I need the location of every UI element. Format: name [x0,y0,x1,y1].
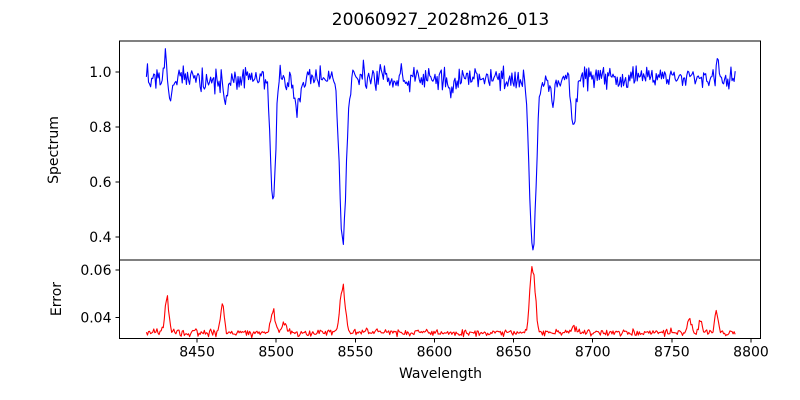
y-tick-label-error: 0.06 [80,263,111,279]
x-tick-label: 8600 [417,345,453,361]
error-line [145,266,736,339]
x-tick-label: 8450 [179,345,215,361]
spectrum-panel-series [145,48,736,251]
y-axis-label-spectrum: Spectrum [46,116,62,184]
x-tick-label: 8550 [338,345,374,361]
y-tick-label-spectrum: 0.8 [89,120,111,136]
x-tick-label: 8700 [575,345,611,361]
x-tick-label: 8800 [733,345,769,361]
y-tick-label-error: 0.04 [80,310,111,326]
error-panel-frame [119,259,761,339]
y-tick-label-spectrum: 0.6 [89,175,111,191]
y-axis-label-error: Error [49,281,65,317]
x-tick-label: 8750 [654,345,690,361]
y-tick-label-spectrum: 1.0 [89,65,111,81]
x-tick-label: 8650 [496,345,532,361]
chart-title: 20060927_2028m26_013 [331,10,550,30]
error-panel-series [145,266,736,339]
x-axis-label: Wavelength [398,366,483,382]
x-tick-label: 8500 [258,345,294,361]
spectrum-line [145,48,736,251]
y-tick-label-spectrum: 0.4 [89,230,111,246]
